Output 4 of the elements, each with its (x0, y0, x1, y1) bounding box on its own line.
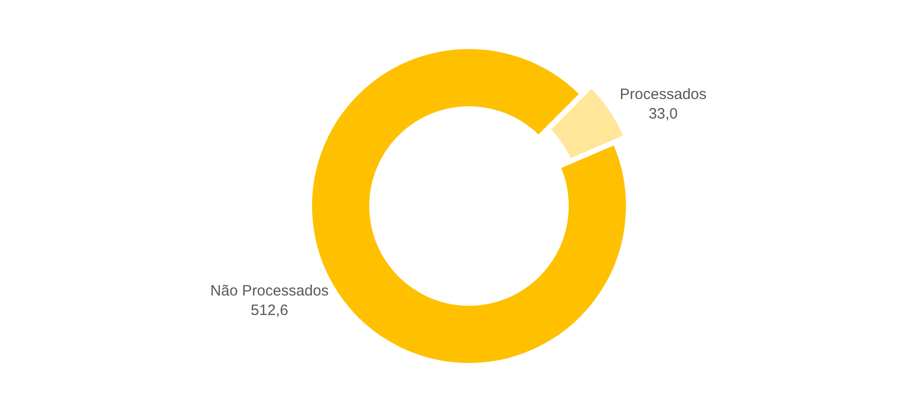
slice-label: Não Processados (210, 282, 329, 300)
data-label: 512,6 (250, 302, 288, 319)
slice-label: Processados (620, 86, 707, 104)
data-label: 33,0 (648, 106, 678, 123)
